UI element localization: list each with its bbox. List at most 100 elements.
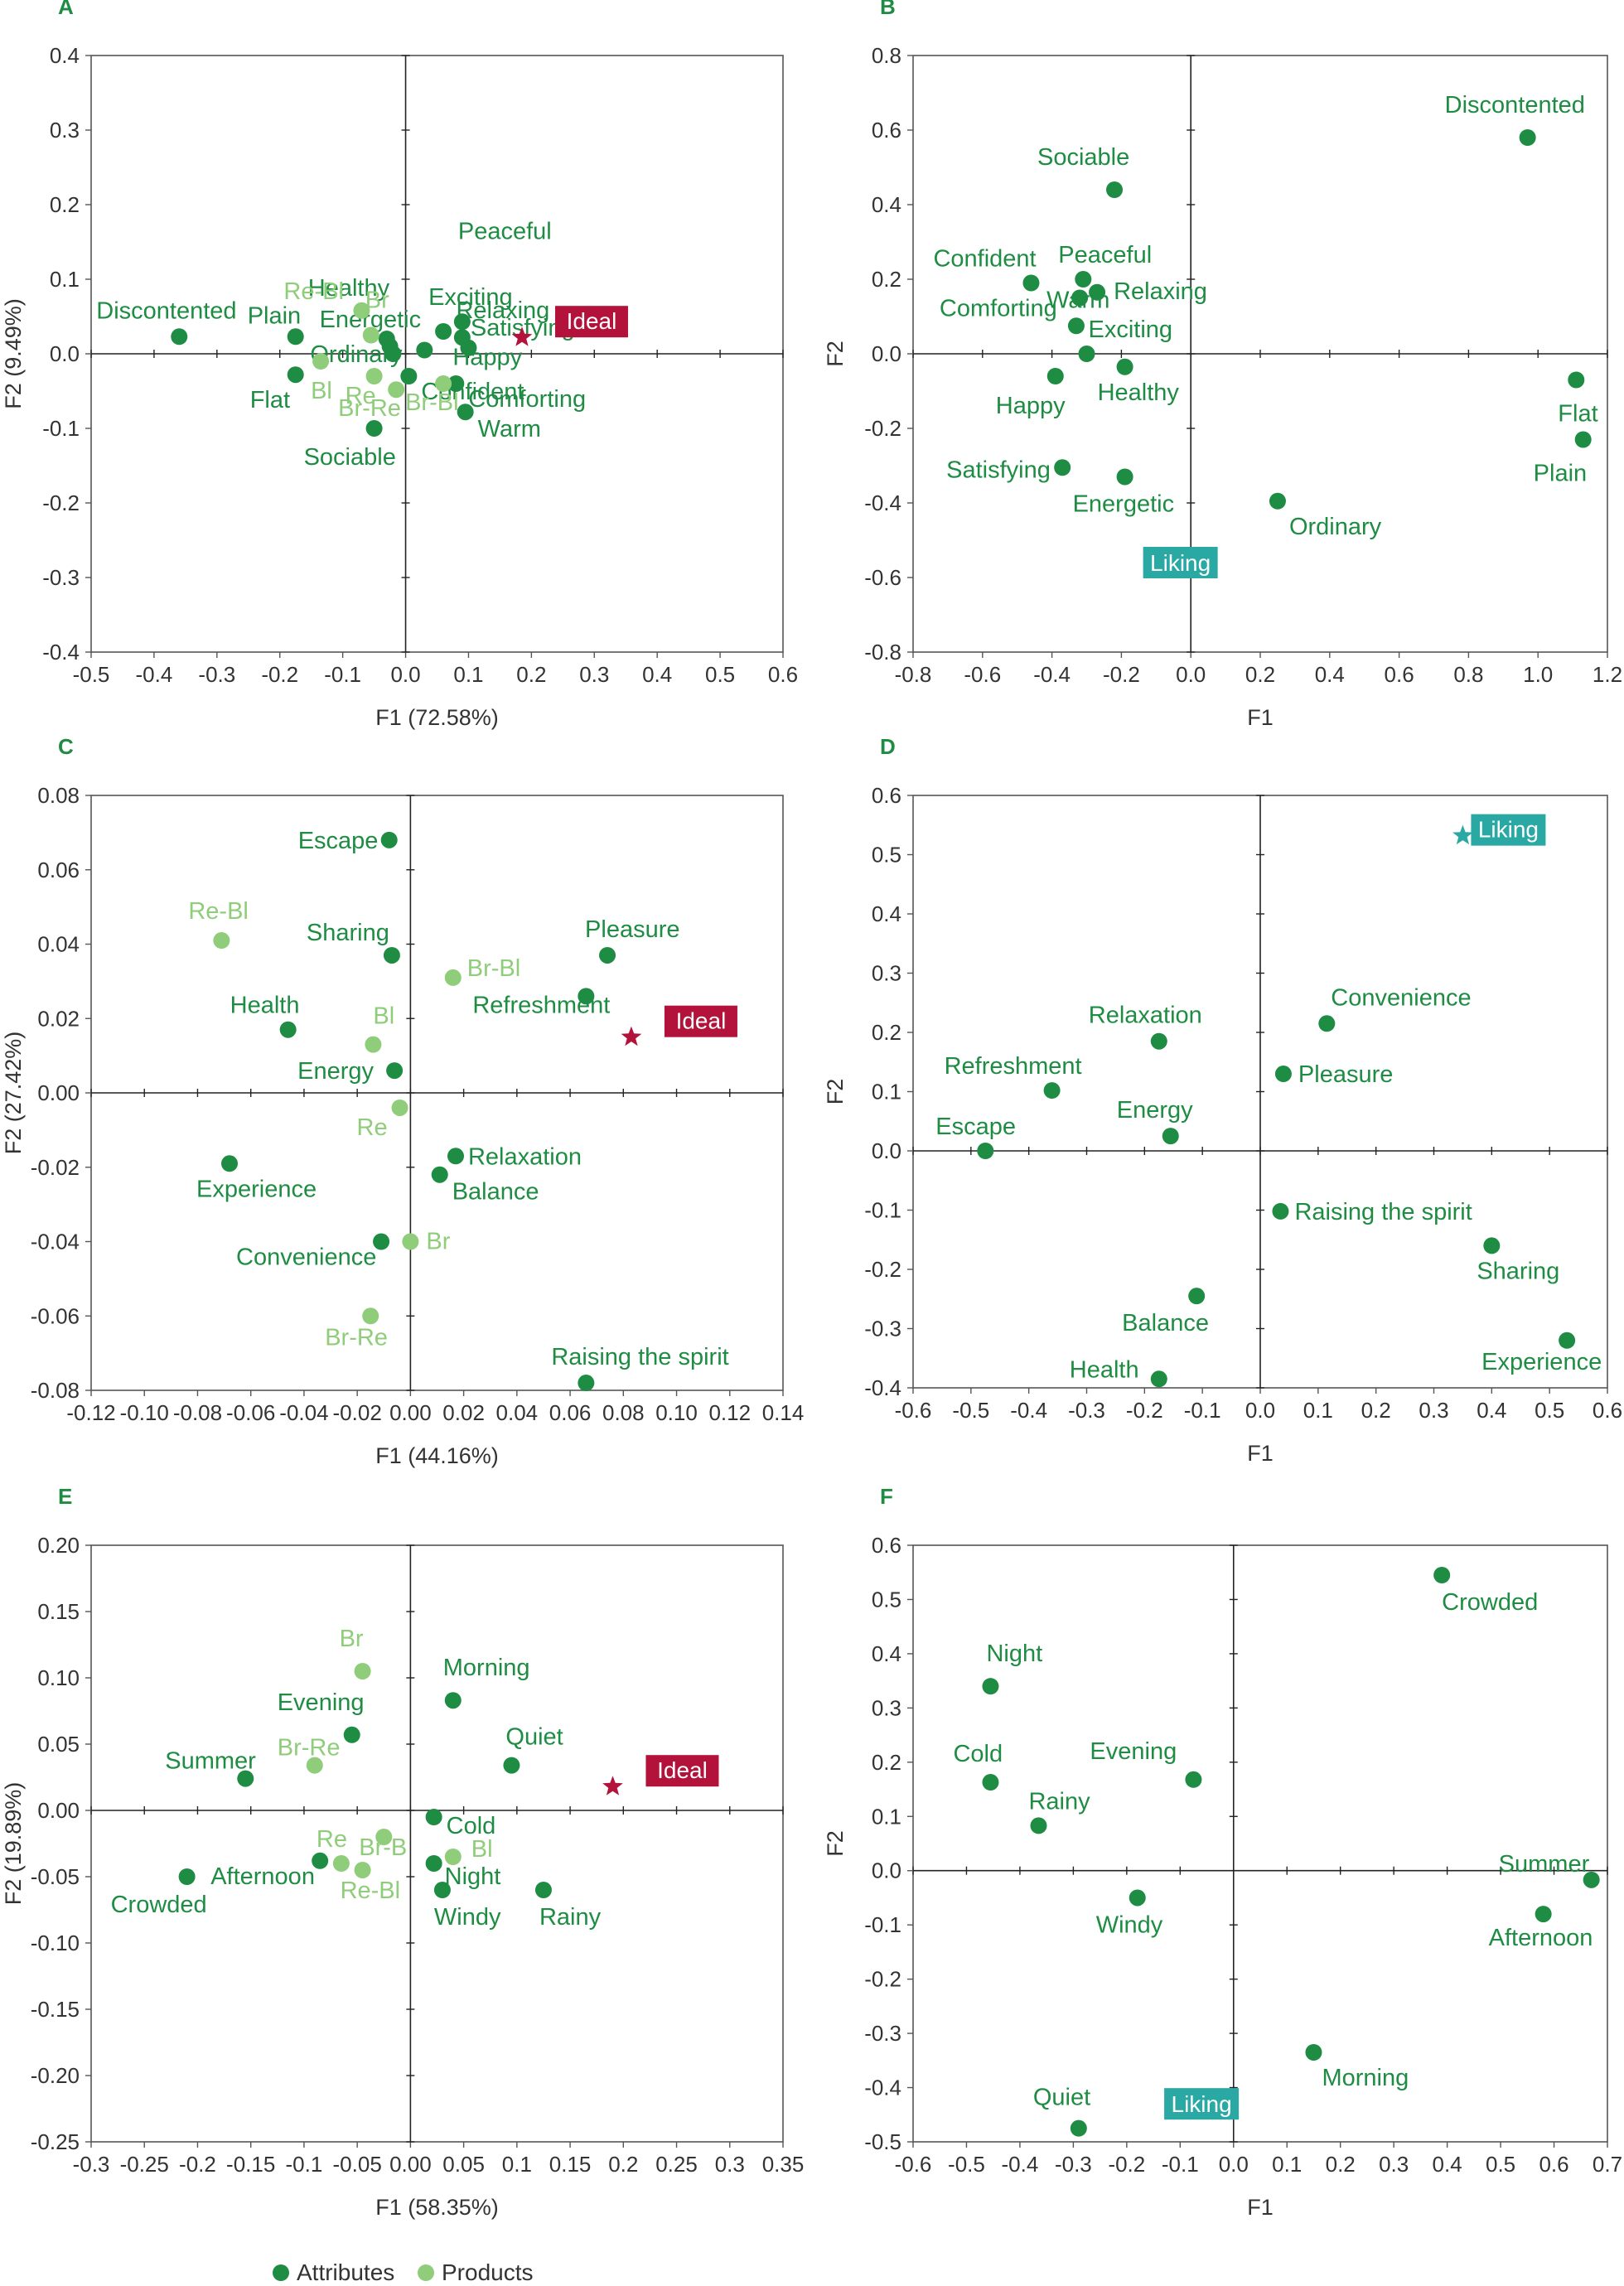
attribute-point-windy	[1129, 1889, 1146, 1907]
x-tick-label: -0.12	[66, 1400, 115, 1425]
y-tick-label: 0.6	[872, 1533, 901, 1558]
product-label-br: Br	[365, 288, 389, 314]
attribute-label-rainy: Rainy	[539, 1904, 602, 1931]
attribute-point-afternoon	[1535, 1906, 1552, 1923]
legend: Attributes Products	[273, 2259, 534, 2285]
x-tick-label: 1.0	[1523, 662, 1553, 687]
attribute-label-crowded: Crowded	[111, 1892, 207, 1918]
x-tick-label: 0.4	[1433, 2152, 1462, 2177]
x-tick-label: 0.2	[1361, 1398, 1391, 1423]
attribute-point-relaxation	[447, 1148, 464, 1165]
attribute-label-night: Night	[986, 1641, 1042, 1667]
attribute-label-afternoon: Afternoon	[210, 1863, 315, 1890]
y-tick-label: 0.6	[872, 118, 901, 143]
x-tick-label: 0.3	[715, 2152, 745, 2177]
attribute-point-evening	[1185, 1771, 1202, 1788]
liking-tag	[1471, 814, 1546, 846]
attribute-point-night	[982, 1678, 999, 1695]
x-tick-label: -0.1	[1162, 2152, 1199, 2177]
attribute-point-quiet	[503, 1757, 520, 1774]
y-tick-label: 0.2	[50, 192, 80, 217]
panel-letter: F	[880, 1484, 893, 1509]
attribute-point-raising-the-spirit	[1272, 1202, 1289, 1220]
attribute-point-comforting	[1067, 317, 1085, 335]
y-axis-title: F2 (9.49%)	[1, 298, 26, 409]
attribute-point-convenience	[373, 1233, 390, 1250]
product-point-re-bl	[213, 932, 230, 950]
attribute-label-summer: Summer	[165, 1748, 256, 1775]
product-label-re-bl: Re-Bl	[341, 1878, 401, 1904]
attribute-point-relaxation	[1150, 1032, 1167, 1050]
attribute-point-relaxing	[1089, 283, 1106, 301]
panel-letter: D	[880, 734, 896, 759]
attribute-point-raising-the-spirit	[578, 1375, 595, 1392]
y-tick-label: 0.5	[872, 843, 901, 868]
attribute-point-health	[279, 1021, 297, 1038]
attribute-label-night: Night	[445, 1863, 501, 1890]
y-tick-label: -0.8	[864, 640, 901, 665]
attribute-point-pleasure	[1274, 1066, 1292, 1083]
product-label-bl: Bl	[373, 1003, 394, 1030]
liking-label: Liking	[1478, 817, 1539, 843]
product-point-br-b	[375, 1829, 393, 1845]
x-tick-label: -0.1	[1184, 1398, 1221, 1423]
attribute-point-sociable	[1106, 181, 1124, 198]
attribute-label-sociable: Sociable	[304, 444, 396, 471]
y-tick-label: -0.2	[864, 1967, 901, 1992]
attribute-point-sharing	[383, 946, 400, 964]
attribute-label-cold: Cold	[447, 1813, 496, 1839]
attribute-point-rainy	[1030, 1817, 1047, 1834]
attribute-point-plain	[1574, 431, 1592, 448]
x-tick-label: 0.2	[1245, 662, 1275, 687]
attribute-label-comforting: Comforting	[940, 295, 1057, 321]
x-tick-label: -0.10	[120, 1400, 169, 1425]
attribute-point-discontented	[171, 328, 188, 346]
attribute-label-happy: Happy	[452, 345, 522, 371]
product-point-re-bl	[354, 1862, 371, 1878]
ideal-star-icon	[621, 1026, 642, 1046]
attribute-point-windy	[433, 1882, 451, 1898]
x-tick-label: 0.08	[602, 1400, 645, 1425]
x-axis-title: F1 (72.58%)	[375, 705, 499, 730]
plot-frame	[912, 1544, 1608, 2143]
attribute-label-sociable: Sociable	[1037, 144, 1129, 171]
product-point-br-re	[388, 381, 405, 399]
attribute-label-balance: Balance	[1122, 1310, 1209, 1336]
x-tick-label: -0.4	[1002, 2152, 1039, 2177]
y-tick-label: -0.5	[864, 2129, 901, 2154]
attribute-label-rainy: Rainy	[1028, 1788, 1090, 1815]
product-point-br	[402, 1233, 419, 1250]
x-tick-label: 0.5	[1486, 2152, 1515, 2177]
attribute-label-energy: Energy	[297, 1058, 374, 1085]
attribute-label-exciting: Exciting	[428, 284, 513, 311]
x-tick-label: -0.4	[136, 662, 173, 687]
product-label-br-bl: Br-Bl	[405, 389, 458, 416]
ideal-tag	[645, 1755, 719, 1787]
y-tick-label: 0.02	[37, 1006, 80, 1031]
attribute-point-afternoon	[312, 1852, 329, 1869]
panel-b: B -0.8 -0.6 -0.4 -0.2 0.0 0.2 0.4 0.6 0.8 1.0 1.2 0.…	[823, 0, 1622, 730]
y-tick-label: -0.25	[31, 2129, 80, 2154]
y-tick-label: 0.3	[872, 961, 901, 986]
x-tick-label: -0.3	[1055, 2152, 1092, 2177]
product-label-br-bl: Br-Bl	[467, 955, 520, 982]
y-tick-label: 0.04	[37, 932, 80, 957]
attribute-label-health: Health	[1070, 1356, 1139, 1383]
x-tick-label: -0.2	[1108, 2152, 1145, 2177]
attribute-label-discontented: Discontented	[96, 297, 236, 324]
x-tick-label: -0.8	[895, 662, 932, 687]
attribute-label-discontented: Discontented	[1445, 92, 1585, 118]
y-tick-label: 0.00	[37, 1080, 80, 1105]
x-tick-label: 0.0	[390, 662, 420, 687]
y-tick-label: -0.1	[42, 416, 80, 441]
y-tick-label: 0.1	[872, 1080, 901, 1104]
x-tick-label: 0.25	[655, 2152, 698, 2177]
x-tick-label: -0.06	[226, 1400, 275, 1425]
x-tick-label: 0.2	[516, 662, 546, 687]
attribute-point-confident	[1022, 274, 1040, 292]
attribute-label-health: Health	[230, 993, 300, 1019]
x-tick-label: 0.04	[496, 1400, 539, 1425]
y-tick-label: 0.10	[37, 1665, 80, 1690]
y-tick-label: 0.15	[37, 1599, 80, 1624]
attribute-point-balance	[431, 1166, 448, 1183]
